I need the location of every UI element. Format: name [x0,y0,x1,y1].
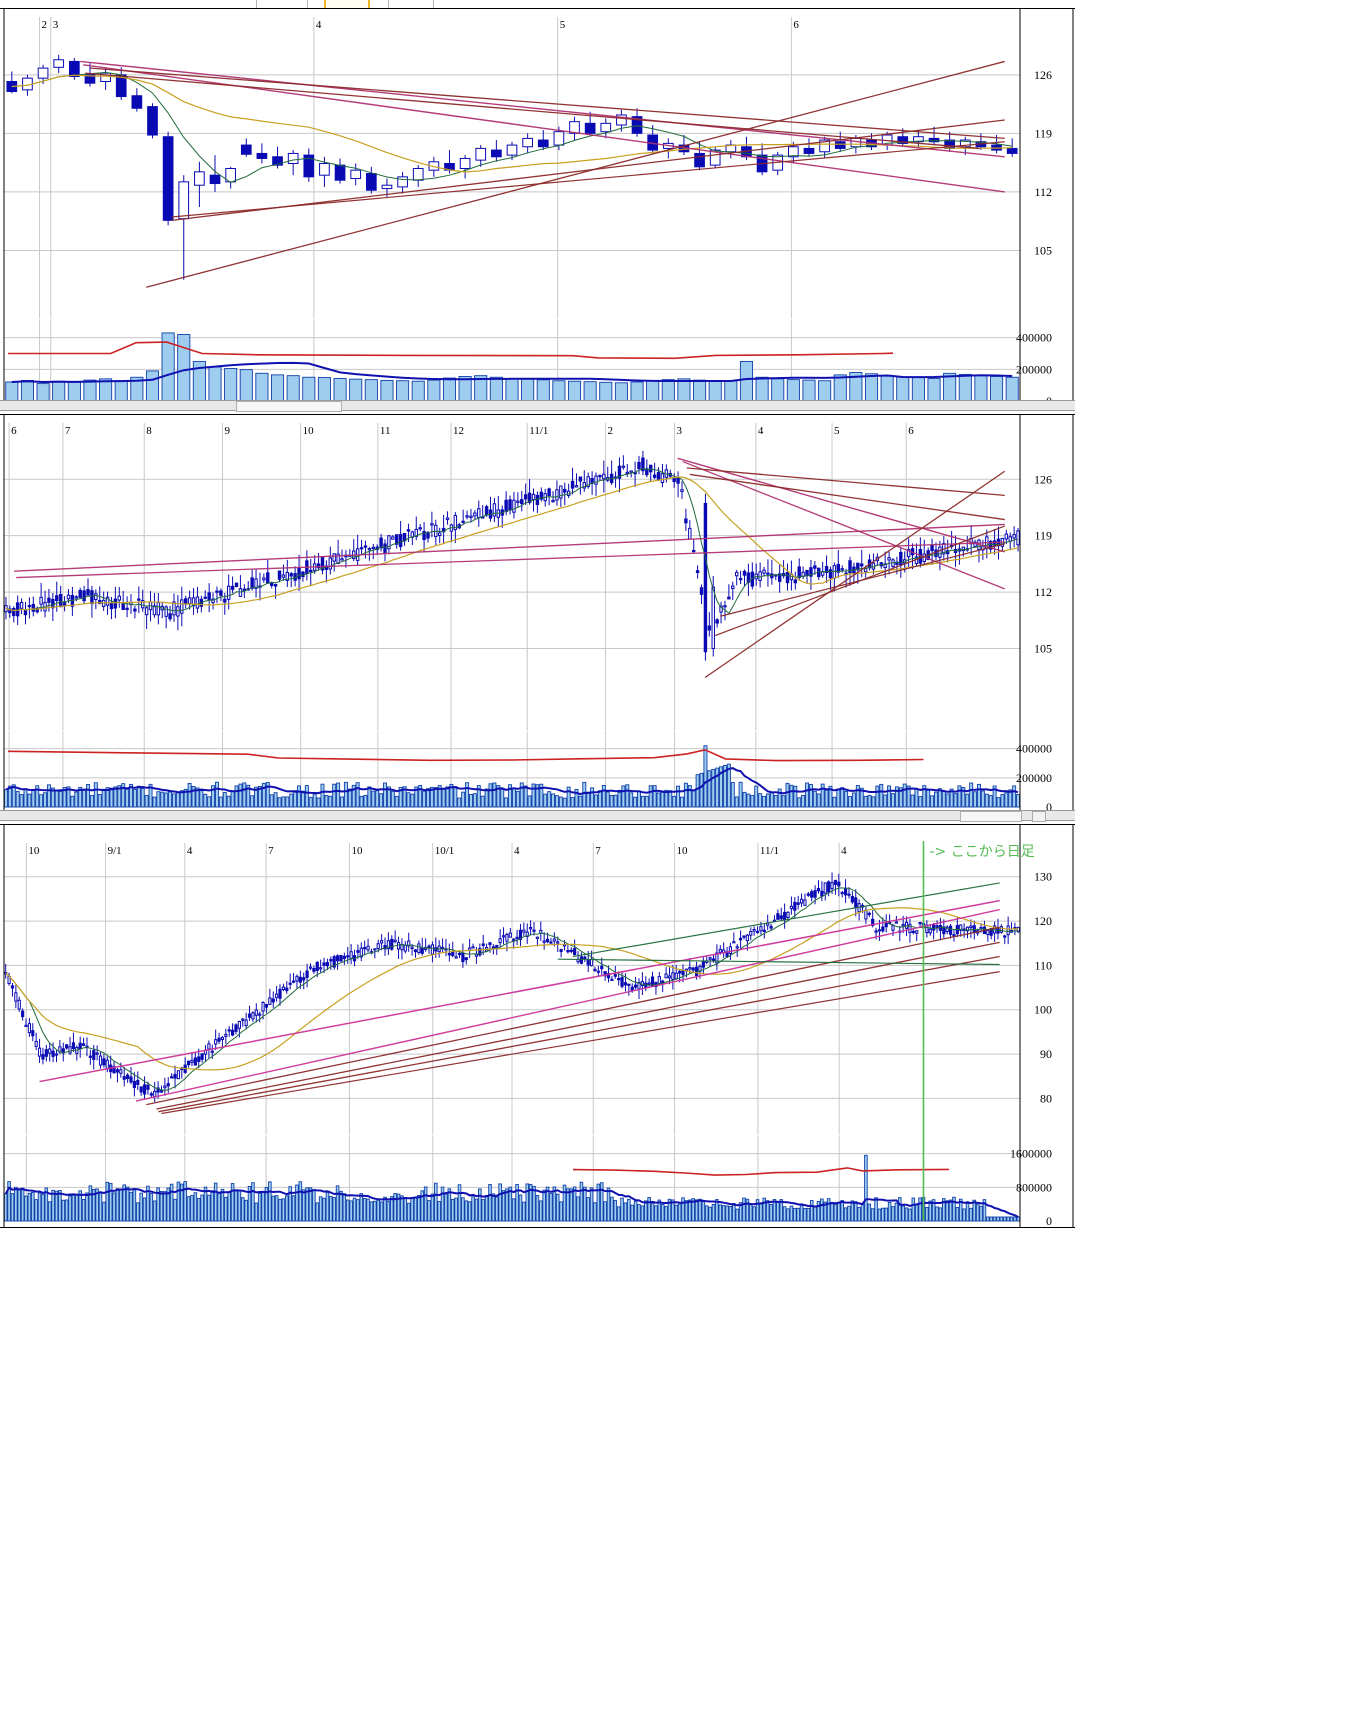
svg-text:0: 0 [1046,1214,1052,1227]
svg-text:10: 10 [28,845,39,857]
svg-text:4: 4 [514,845,520,857]
svg-text:7: 7 [595,845,601,857]
svg-text:130: 130 [1034,870,1052,884]
svg-text:0: 0 [1046,800,1052,813]
svg-text:4: 4 [758,425,764,437]
svg-text:10: 10 [351,845,363,857]
svg-text:2: 2 [607,425,613,437]
svg-text:11/1: 11/1 [529,425,548,437]
svg-text:4: 4 [316,19,322,31]
svg-text:105: 105 [1034,641,1052,655]
svg-text:-> ここから日足: -> ここから日足 [929,844,1034,860]
svg-text:8: 8 [146,425,152,437]
svg-text:5: 5 [834,425,840,437]
svg-text:3: 3 [677,425,683,437]
scrollbar-button-2[interactable] [1032,811,1046,822]
svg-text:100: 100 [1034,1003,1052,1017]
svg-text:9/1: 9/1 [108,845,122,857]
svg-text:105: 105 [1034,243,1052,257]
svg-text:800000: 800000 [1016,1180,1052,1194]
svg-text:400000: 400000 [1016,331,1052,345]
svg-text:6: 6 [908,425,914,437]
scrollbar-panel-2[interactable] [0,810,1075,822]
svg-text:6: 6 [11,425,17,437]
svg-text:3: 3 [53,19,59,31]
svg-text:7: 7 [268,845,274,857]
svg-text:6: 6 [793,19,799,31]
svg-text:1600000: 1600000 [1010,1147,1052,1161]
chart-panel-weekly-mid[interactable]: 126 119 112 105 400000 200000 0 6 7 8 9 10 11 12 11/1 2… [0,414,1075,814]
svg-text:4: 4 [187,845,193,857]
svg-text:2: 2 [42,19,48,31]
svg-text:90: 90 [1040,1047,1052,1061]
scrollbar-thumb-2[interactable] [960,811,1022,822]
svg-text:400000: 400000 [1016,742,1052,756]
svg-text:200000: 200000 [1016,771,1052,785]
svg-text:10/1: 10/1 [435,845,455,857]
svg-text:10: 10 [677,845,689,857]
svg-text:126: 126 [1034,68,1052,82]
chart-svg-3: 130 120 110 100 90 80 1600000 800000 0 10 9/1 4 7 10 1… [0,825,1075,1227]
svg-text:5: 5 [560,19,566,31]
chart-svg-1: 126119112105400000200000023456 [0,9,1075,407]
svg-text:119: 119 [1034,529,1052,543]
svg-text:200000: 200000 [1016,362,1052,376]
svg-text:112: 112 [1034,185,1052,199]
svg-text:4: 4 [841,845,847,857]
svg-text:9: 9 [224,425,230,437]
scrollbar-panel-1[interactable] [0,400,1075,412]
svg-text:120: 120 [1034,914,1052,928]
svg-text:11/1: 11/1 [760,845,779,857]
chart-svg-2: 126 119 112 105 400000 200000 0 6 7 8 9 10 11 12 11/1 2… [0,415,1075,813]
svg-text:110: 110 [1034,958,1052,972]
svg-text:10: 10 [303,425,315,437]
svg-text:12: 12 [453,425,464,437]
svg-text:11: 11 [380,425,391,437]
chart-panel-daily-long[interactable]: 130 120 110 100 90 80 1600000 800000 0 10 9/1 4 7 10 1… [0,824,1075,1228]
svg-text:80: 80 [1040,1091,1052,1105]
svg-text:112: 112 [1034,585,1052,599]
svg-text:119: 119 [1034,126,1052,140]
scrollbar-thumb-1[interactable] [236,401,342,412]
svg-text:7: 7 [65,425,71,437]
chart-panel-weekly-recent[interactable]: 126119112105400000200000023456 [0,8,1075,408]
svg-text:126: 126 [1034,472,1052,486]
